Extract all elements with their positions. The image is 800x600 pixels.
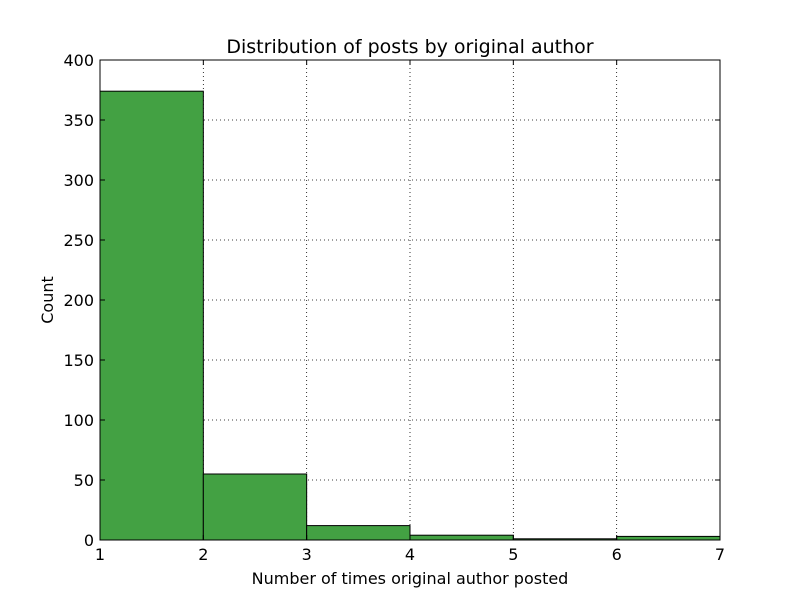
x-tick-label: 3 — [302, 545, 312, 564]
histogram-bar — [202, 473, 308, 541]
histogram-bar — [616, 535, 721, 541]
x-tick-label: 1 — [95, 545, 105, 564]
axis-ticks — [99, 59, 721, 541]
histogram-bar — [99, 90, 204, 541]
y-tick-label: 0 — [84, 531, 94, 550]
y-tick-label: 400 — [63, 51, 94, 70]
y-tick-label: 100 — [63, 411, 94, 430]
histogram-bar — [409, 534, 514, 541]
chart-title: Distribution of posts by original author — [226, 36, 593, 58]
x-tick-label: 7 — [715, 545, 725, 564]
x-axis-label: Number of times original author posted — [252, 569, 569, 588]
x-tick-label: 4 — [405, 545, 415, 564]
y-tick-label: 300 — [63, 171, 94, 190]
histogram-bar — [306, 525, 411, 541]
x-tick-labels: 1 2 3 4 5 6 7 — [95, 545, 725, 564]
bars — [99, 90, 721, 541]
y-tick-label: 150 — [63, 351, 94, 370]
x-tick-label: 2 — [198, 545, 208, 564]
y-tick-label: 350 — [63, 111, 94, 130]
y-axis-label: Count — [38, 276, 57, 324]
y-tick-label: 250 — [63, 231, 94, 250]
x-tick-label: 6 — [612, 545, 622, 564]
y-tick-labels: 0 50 100 150 200 250 300 350 400 — [63, 51, 94, 550]
x-tick-label: 5 — [508, 545, 518, 564]
y-tick-label: 200 — [63, 291, 94, 310]
y-tick-label: 50 — [74, 471, 94, 490]
